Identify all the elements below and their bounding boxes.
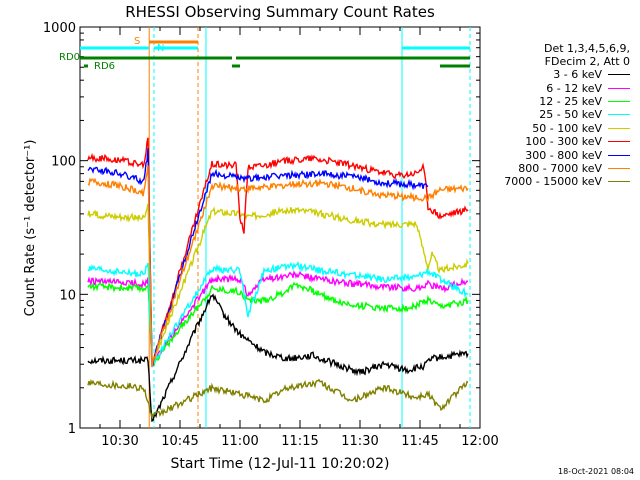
- flag-label-s: S: [134, 36, 140, 47]
- y-tick-label: 1: [68, 422, 76, 437]
- legend-entry: 25 - 50 keV: [470, 108, 630, 121]
- legend-entry-label: 6 - 12 keV: [546, 81, 602, 95]
- x-tick-label: 11:30: [341, 434, 378, 449]
- legend-swatch: [608, 181, 630, 183]
- legend-entry: 100 - 300 keV: [470, 135, 630, 148]
- legend-entry-label: 3 - 6 keV: [553, 68, 602, 82]
- flag-label-rd6: RD6: [94, 61, 115, 72]
- series-line: [87, 281, 469, 367]
- y-axis-label: Count Rate (s⁻¹ detector⁻¹): [23, 140, 38, 317]
- x-tick-label: 12:00: [461, 434, 498, 449]
- legend-swatch: [608, 87, 630, 89]
- series-line: [87, 293, 469, 423]
- legend-entry-label: 50 - 100 keV: [532, 121, 602, 135]
- plot-area: 10:30 10:45 11:00 11:15 11:30 11:45 12:00 1 10 10…: [43, 21, 499, 449]
- legend-swatch: [608, 154, 630, 156]
- legend-swatch: [608, 114, 630, 116]
- x-tick-label: 11:45: [401, 434, 438, 449]
- legend-header-line-1: Det 1,3,4,5,6,9,: [543, 42, 630, 55]
- series-line: [87, 147, 429, 367]
- legend-swatch: [608, 127, 630, 129]
- x-tick-label: 11:15: [281, 434, 318, 449]
- flag-label-n: N: [157, 43, 164, 54]
- series-line: [87, 270, 469, 368]
- legend-entry: 7000 - 15000 keV: [470, 175, 630, 188]
- x-axis-label: Start Time (12-Jul-11 10:20:02): [170, 456, 389, 472]
- legend-entry-label: 800 - 7000 keV: [518, 161, 602, 175]
- legend-swatch: [608, 141, 630, 143]
- x-tick-label: 10:45: [161, 434, 198, 449]
- y-tick-label: 100: [51, 155, 76, 170]
- chart-title: RHESSI Observing Summary Count Rates: [125, 3, 435, 21]
- legend-entry: 50 - 100 keV: [470, 122, 630, 135]
- legend-swatch: [608, 167, 630, 169]
- legend-entry: 6 - 12 keV: [470, 81, 630, 95]
- legend-entry: 300 - 800 keV: [470, 148, 630, 162]
- legend-entry-label: 25 - 50 keV: [539, 108, 602, 122]
- legend: Det 1,3,4,5,6,9, FDecim 2, Att 0 3 - 6 k…: [470, 42, 630, 189]
- flag-label-rd0: RD0: [59, 52, 80, 63]
- date-stamp: 18-Oct-2021 08:04: [558, 467, 634, 476]
- legend-entry-label: 7000 - 15000 keV: [504, 175, 602, 189]
- series-line: [87, 378, 469, 420]
- legend-entry-label: 100 - 300 keV: [525, 135, 602, 149]
- x-tick-label: 11:00: [221, 434, 258, 449]
- y-tick-label: 1000: [43, 21, 76, 36]
- legend-entry-label: 300 - 800 keV: [525, 148, 602, 162]
- series-line: [87, 165, 469, 367]
- legend-entry-label: 12 - 25 keV: [539, 94, 602, 108]
- legend-swatch: [608, 74, 630, 76]
- x-tick-label: 10:30: [101, 434, 138, 449]
- legend-swatch: [608, 100, 630, 102]
- y-tick-label: 10: [59, 288, 76, 303]
- legend-entry: 800 - 7000 keV: [470, 162, 630, 175]
- legend-header-line-2: FDecim 2, Att 0: [544, 55, 630, 68]
- legend-entry: 3 - 6 keV: [470, 68, 630, 81]
- legend-entry: 12 - 25 keV: [470, 95, 630, 108]
